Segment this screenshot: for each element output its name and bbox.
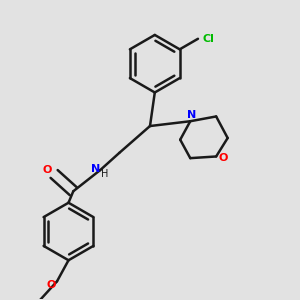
Text: N: N: [91, 164, 100, 174]
Text: H: H: [101, 169, 109, 179]
Text: N: N: [187, 110, 196, 121]
Text: O: O: [43, 165, 52, 175]
Text: O: O: [46, 280, 56, 290]
Text: Cl: Cl: [203, 34, 214, 44]
Text: O: O: [218, 153, 228, 164]
